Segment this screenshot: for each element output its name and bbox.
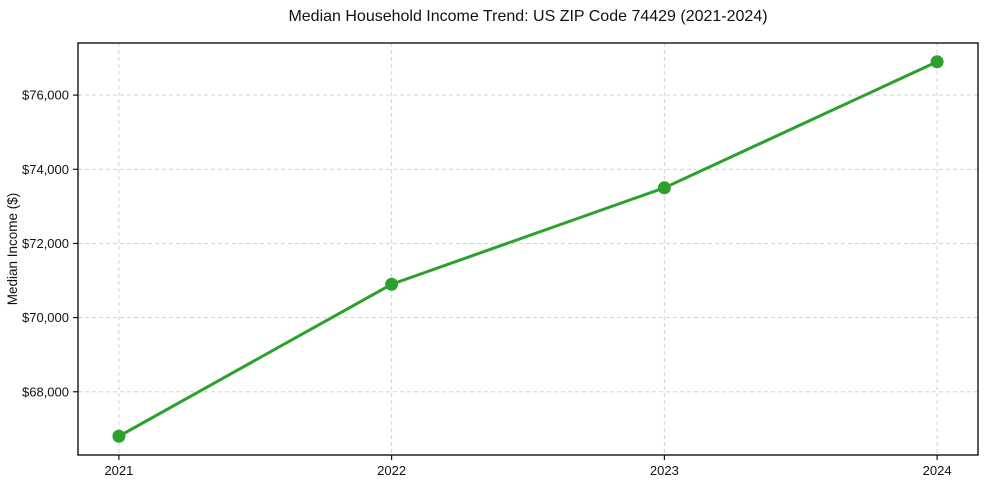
y-tick-label: $76,000 [22, 88, 69, 103]
y-axis-label: Median Income ($) [5, 193, 20, 306]
trend-line [117, 60, 939, 438]
data-point-2022 [385, 277, 399, 291]
x-tick-label: 2021 [104, 463, 133, 478]
axis-layer: 2021 2022 2023 2024 $68,000 $70,000 $72,000 $74… [22, 42, 979, 478]
y-tick-label: $72,000 [22, 236, 69, 251]
y-tick-label: $70,000 [22, 310, 69, 325]
y-tick-label: $74,000 [22, 162, 69, 177]
grid-layer [78, 43, 978, 455]
line-series-layer [112, 55, 944, 443]
data-point-2021 [112, 429, 126, 443]
chart-title: Median Household Income Trend: US ZIP Co… [288, 8, 768, 25]
data-point-2024 [930, 55, 944, 69]
y-tick-label: $68,000 [22, 384, 69, 399]
x-tick-label: 2024 [923, 463, 952, 478]
data-point-2023 [657, 181, 671, 195]
axis-frame [77, 42, 979, 456]
x-tick-label: 2022 [377, 463, 406, 478]
x-tick-label: 2023 [650, 463, 679, 478]
